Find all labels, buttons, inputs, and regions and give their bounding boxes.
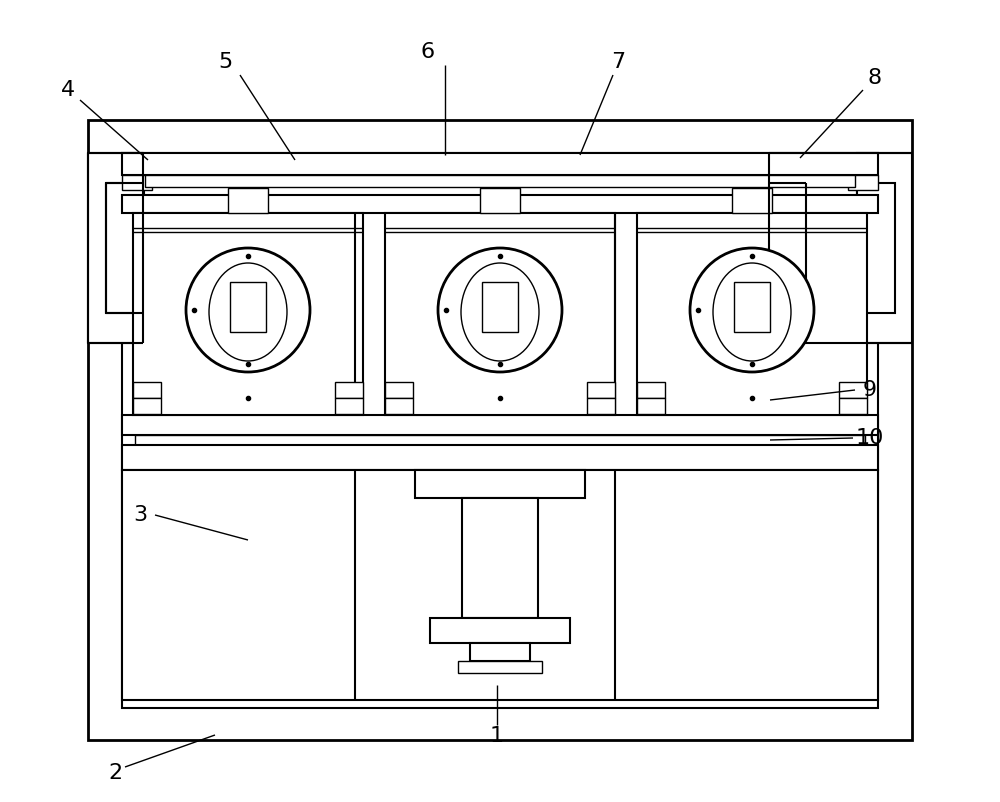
Bar [480, 188, 520, 213]
Ellipse shape [209, 263, 287, 361]
Bar [587, 382, 615, 398]
Bar [587, 398, 615, 414]
Text: 6: 6 [421, 42, 435, 62]
Bar [122, 153, 878, 175]
Bar [857, 183, 895, 313]
Circle shape [438, 248, 562, 372]
Bar [106, 183, 144, 313]
Text: 5: 5 [218, 52, 232, 72]
Text: 1: 1 [490, 726, 504, 746]
Bar [839, 398, 867, 414]
Ellipse shape [461, 263, 539, 361]
Ellipse shape [713, 263, 791, 361]
Bar [145, 175, 855, 187]
Bar [385, 398, 413, 414]
Bar [122, 195, 878, 213]
Text: 8: 8 [868, 68, 882, 88]
Bar [857, 153, 912, 343]
Bar [385, 382, 413, 398]
Bar [415, 470, 585, 498]
Bar [152, 175, 172, 185]
Bar [848, 175, 878, 190]
Bar [826, 175, 848, 185]
Text: 3: 3 [133, 505, 147, 525]
Bar [133, 382, 161, 398]
Bar [133, 398, 161, 414]
Bar [122, 153, 878, 708]
Bar [482, 282, 518, 332]
Bar [135, 435, 865, 445]
Text: 9: 9 [863, 380, 877, 400]
Bar [637, 382, 665, 398]
Bar [335, 398, 363, 414]
Bar [122, 415, 878, 435]
Text: 10: 10 [856, 428, 884, 448]
Bar [732, 188, 772, 213]
Bar [122, 470, 878, 700]
Bar [228, 188, 268, 213]
Bar [122, 445, 878, 470]
Bar [458, 661, 542, 673]
Bar [88, 153, 143, 343]
Text: 2: 2 [108, 763, 122, 783]
Bar [462, 498, 538, 618]
Bar [637, 213, 867, 415]
Bar [122, 175, 152, 190]
Bar [335, 382, 363, 398]
Bar [230, 282, 266, 332]
Text: 4: 4 [61, 80, 75, 100]
Text: 7: 7 [611, 52, 625, 72]
Bar [88, 120, 912, 740]
Circle shape [186, 248, 310, 372]
Bar [734, 282, 770, 332]
Bar [430, 618, 570, 643]
Circle shape [690, 248, 814, 372]
Bar [470, 643, 530, 661]
Bar [385, 213, 615, 415]
Bar [637, 398, 665, 414]
Bar [839, 382, 867, 398]
Bar [133, 213, 363, 415]
